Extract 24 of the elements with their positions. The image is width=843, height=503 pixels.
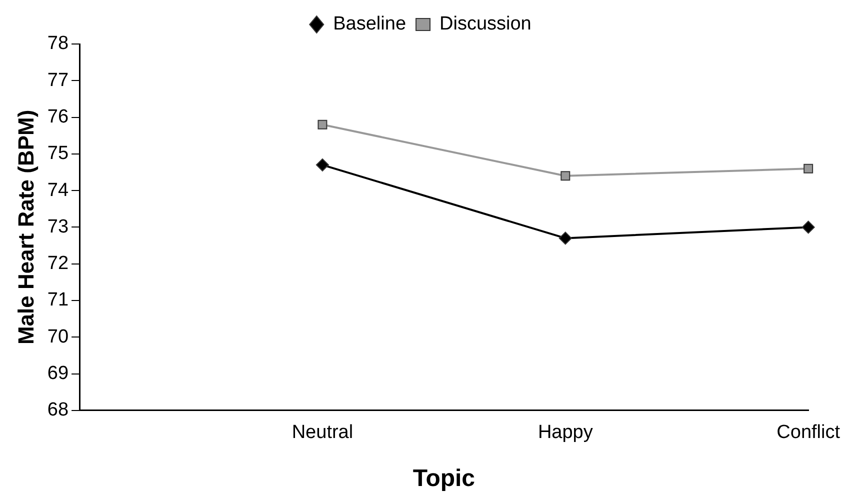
y-tick-label: 74	[47, 180, 69, 201]
y-tick-label: 69	[47, 362, 69, 384]
legend-label: Discussion	[440, 14, 532, 35]
point	[316, 158, 329, 172]
x-axis-title: Topic	[412, 465, 476, 492]
y-tick-label: 70	[47, 326, 69, 348]
y-tick-label: 77	[47, 70, 69, 91]
y-tick-label: 78	[47, 33, 69, 54]
y-axis-title: Male Heart Rate (BPM)	[13, 110, 38, 345]
y-tick-label: 75	[47, 143, 69, 164]
y-tick-label: 71	[47, 290, 69, 311]
x-tick-label: Conflict	[776, 422, 841, 444]
y-tick-label: 72	[47, 253, 69, 274]
y-tick-label: 68	[47, 400, 69, 421]
y-tick-label: 76	[47, 106, 69, 128]
point	[318, 120, 328, 130]
point	[558, 232, 572, 245]
point	[802, 220, 815, 234]
point	[560, 171, 570, 181]
y-tick-label: 73	[47, 216, 69, 238]
point	[804, 164, 814, 174]
x-tick-label: Neutral	[292, 422, 354, 444]
x-tick-label: Happy	[538, 422, 594, 444]
legend-label: Baseline	[333, 14, 406, 35]
